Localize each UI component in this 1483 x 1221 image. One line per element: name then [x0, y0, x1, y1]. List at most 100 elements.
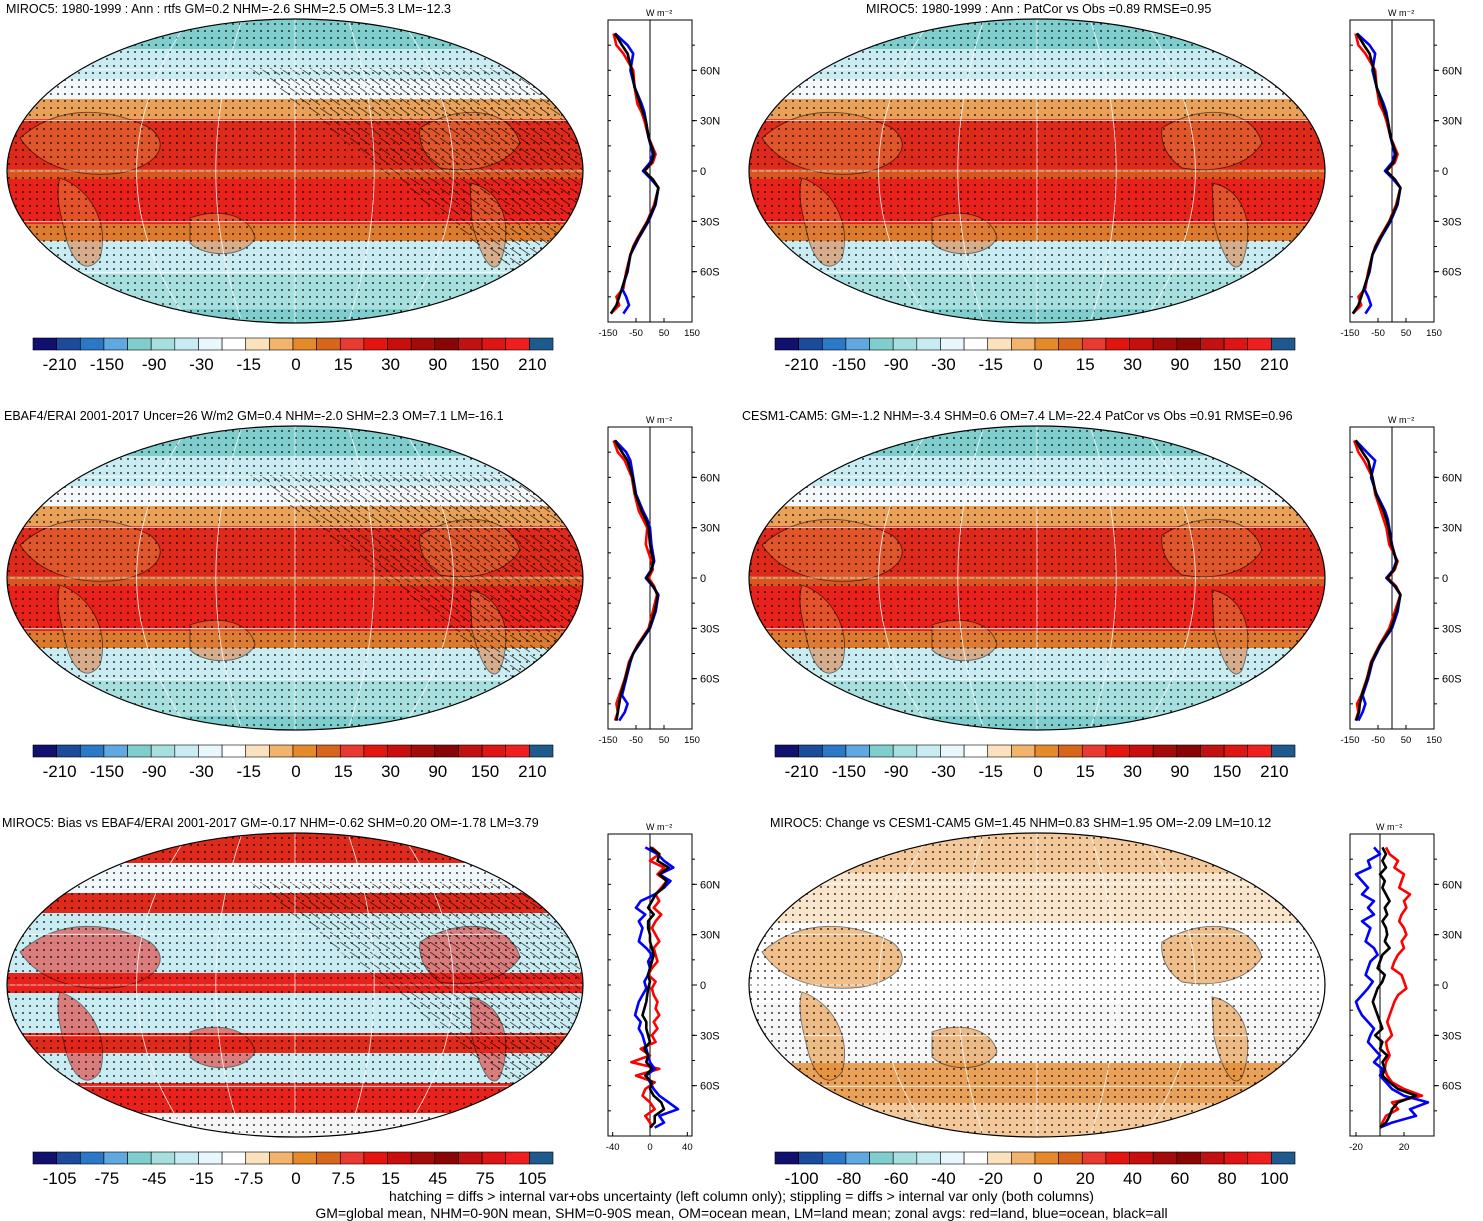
zonal-mean-plot: W m⁻² 60N 30N 0 30S 60S -150 -50 50 150 [1340, 415, 1462, 746]
colorbar-swatch [339, 1151, 365, 1165]
all-zonal-line [1371, 846, 1418, 1129]
colorbar-swatch [1223, 744, 1249, 758]
x-tick-label: 20 [1399, 1142, 1410, 1153]
panel-title: MIROC5: 1980-1999 : Ann : rtfs GM=0.2 NH… [6, 2, 451, 16]
colorbar-swatch [245, 1151, 270, 1165]
colorbar-swatch [529, 744, 554, 758]
colorbar-swatch [505, 337, 530, 351]
x-tick-label: -50 [629, 328, 643, 339]
colorbar-swatch [963, 337, 989, 351]
colorbar-swatch [174, 337, 199, 351]
colorbar-swatch [1223, 337, 1249, 351]
lat-label: 60N [700, 65, 720, 77]
x-tick-label: -150 [1340, 328, 1359, 339]
colorbar-label: 15 [1076, 762, 1095, 781]
lat-label: 30N [1442, 930, 1462, 942]
lat-label: 30S [1442, 623, 1462, 635]
colorbar-label: -90 [142, 355, 167, 374]
colorbar-label: -80 [837, 1169, 862, 1188]
lat-label: 60S [1442, 1081, 1462, 1093]
lat-label: 30S [1442, 216, 1462, 228]
colorbar-label: 20 [1076, 1169, 1095, 1188]
colorbar-label: -150 [832, 355, 866, 374]
zonal-frame [1349, 833, 1435, 1137]
lat-label: 60N [1442, 65, 1462, 77]
colorbar-swatch [869, 1151, 894, 1165]
world-map [748, 425, 1326, 731]
colorbar-swatch [245, 744, 270, 758]
world-map [6, 18, 584, 324]
x-tick-label: 50 [659, 328, 670, 339]
colorbar-label: 90 [428, 355, 447, 374]
panel-2: MIROC5: 1980-1999 : Ann : PatCor vs Obs … [742, 0, 1483, 407]
colorbar-label: -75 [95, 1169, 120, 1188]
lat-label: 60N [700, 879, 720, 891]
all-zonal-line [1351, 32, 1402, 315]
colorbar-swatch [1129, 337, 1154, 351]
lat-label: 60N [700, 472, 720, 484]
colorbar-label: 150 [471, 762, 499, 781]
colorbar-swatch [150, 744, 176, 758]
panel-3: EBAF4/ERAI 2001-2017 Uncer=26 W/m2 GM=0.… [0, 407, 741, 814]
colorbar-swatch [339, 744, 365, 758]
colorbar-swatch [798, 337, 823, 351]
lat-label: 30N [700, 523, 720, 535]
x-tick-label: 50 [1401, 328, 1412, 339]
colorbar-swatch [245, 337, 270, 351]
colorbar-swatch [198, 744, 223, 758]
colorbar-label: 15 [334, 762, 353, 781]
colorbar-swatch [79, 1151, 105, 1165]
colorbar-swatch [892, 1151, 918, 1165]
all-zonal-line [1354, 439, 1402, 722]
colorbar-label: -60 [884, 1169, 909, 1188]
colorbar-swatch [505, 1151, 530, 1165]
map-border [6, 425, 584, 731]
lat-label: 30S [1442, 1030, 1462, 1042]
colorbar-swatch [1058, 337, 1083, 351]
colorbar-label: 60 [1170, 1169, 1189, 1188]
colorbar-swatch [1176, 337, 1201, 351]
colorbar-swatch [269, 1151, 294, 1165]
colorbar-swatch [1152, 744, 1178, 758]
colorbar-swatch [1152, 337, 1178, 351]
colorbar-swatch [269, 744, 294, 758]
colorbar-swatch [150, 1151, 176, 1165]
colorbar-swatch [103, 744, 128, 758]
colorbar-swatch [79, 744, 105, 758]
lat-label: 30S [700, 623, 720, 635]
colorbar-label: 105 [518, 1169, 546, 1188]
colorbar-swatch [410, 1151, 436, 1165]
colorbar-swatch [434, 337, 459, 351]
colorbar: -210 -150 -90 -30 -15 0 15 30 90 150 210 [774, 337, 1296, 374]
lat-label: 30N [1442, 116, 1462, 128]
colorbar-label: -15 [978, 355, 1003, 374]
colorbar-swatch [774, 744, 799, 758]
colorbar-label: 0 [1033, 1169, 1042, 1188]
colorbar-swatch [774, 337, 799, 351]
colorbar-swatch [774, 1151, 799, 1165]
footer-line-1: hatching = diffs > internal var+obs unce… [389, 1188, 1094, 1204]
colorbar-label: 75 [476, 1169, 495, 1188]
lat-label: 60N [1442, 472, 1462, 484]
colorbar-label: 210 [518, 355, 546, 374]
x-tick-label: 50 [659, 735, 670, 746]
lat-label: 0 [700, 980, 706, 992]
colorbar-label: 100 [1260, 1169, 1288, 1188]
colorbar-swatch [1105, 744, 1130, 758]
lat-label: 30N [700, 116, 720, 128]
colorbar-label: -15 [236, 762, 261, 781]
colorbar-swatch [363, 744, 388, 758]
panel-title: MIROC5: Change vs CESM1-CAM5 GM=1.45 NHM… [770, 816, 1272, 830]
colorbar-swatch [987, 337, 1012, 351]
colorbar-swatch [387, 337, 412, 351]
colorbar: -210 -150 -90 -30 -15 0 15 30 90 150 210 [774, 744, 1296, 781]
world-map [748, 18, 1326, 324]
colorbar-swatch [1247, 1151, 1272, 1165]
colorbar-swatch [316, 1151, 341, 1165]
colorbar-label: -210 [785, 762, 819, 781]
map-border [748, 425, 1326, 731]
colorbar-label: -210 [785, 355, 819, 374]
map-field [7, 833, 583, 1137]
panel-5: MIROC5: Bias vs EBAF4/ERAI 2001-2017 GM=… [0, 814, 741, 1221]
colorbar-swatch [963, 744, 989, 758]
